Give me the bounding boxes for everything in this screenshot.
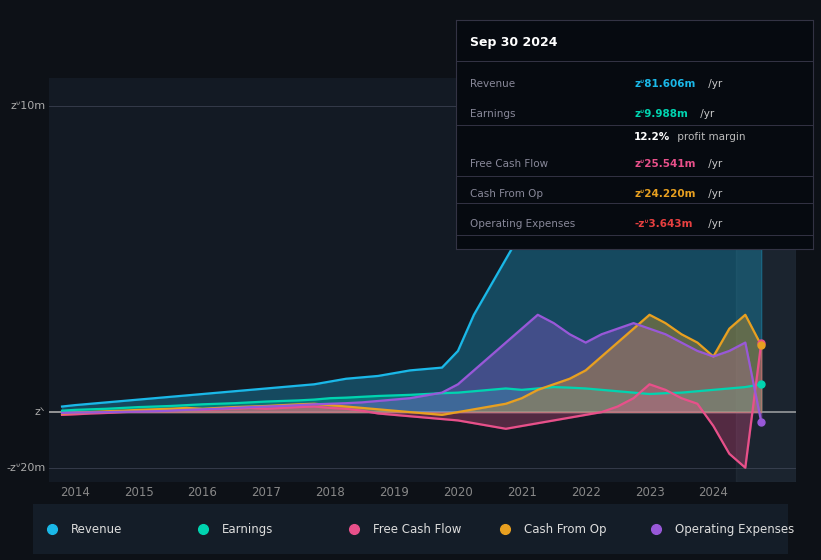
- Text: Earnings: Earnings: [470, 109, 516, 119]
- Text: zᐡ10m: zᐡ10m: [11, 101, 45, 111]
- Text: Revenue: Revenue: [470, 79, 515, 89]
- Text: Free Cash Flow: Free Cash Flow: [470, 159, 548, 169]
- Text: zᐡ24.220m: zᐡ24.220m: [635, 189, 695, 199]
- Text: profit margin: profit margin: [673, 132, 745, 142]
- Text: zᐠ: zᐠ: [35, 407, 45, 417]
- Text: /yr: /yr: [697, 109, 714, 119]
- Text: zᐡ9.988m: zᐡ9.988m: [635, 109, 688, 119]
- Text: zᐡ25.541m: zᐡ25.541m: [635, 159, 695, 169]
- Text: /yr: /yr: [705, 159, 722, 169]
- Text: -zᐡ3.643m: -zᐡ3.643m: [635, 219, 693, 229]
- Text: -zᐡ20m: -zᐡ20m: [7, 463, 45, 473]
- Text: 12.2%: 12.2%: [635, 132, 671, 142]
- Text: Free Cash Flow: Free Cash Flow: [373, 522, 461, 536]
- Text: Revenue: Revenue: [71, 522, 122, 536]
- Text: /yr: /yr: [705, 189, 722, 199]
- Text: /yr: /yr: [705, 219, 722, 229]
- Text: zᐡ81.606m: zᐡ81.606m: [635, 79, 695, 89]
- Text: Operating Expenses: Operating Expenses: [470, 219, 576, 229]
- Text: Sep 30 2024: Sep 30 2024: [470, 36, 557, 49]
- Text: Cash From Op: Cash From Op: [524, 522, 606, 536]
- Text: Earnings: Earnings: [222, 522, 273, 536]
- Text: Cash From Op: Cash From Op: [470, 189, 543, 199]
- Bar: [736, 78, 796, 482]
- Text: Operating Expenses: Operating Expenses: [675, 522, 794, 536]
- Text: /yr: /yr: [705, 79, 722, 89]
